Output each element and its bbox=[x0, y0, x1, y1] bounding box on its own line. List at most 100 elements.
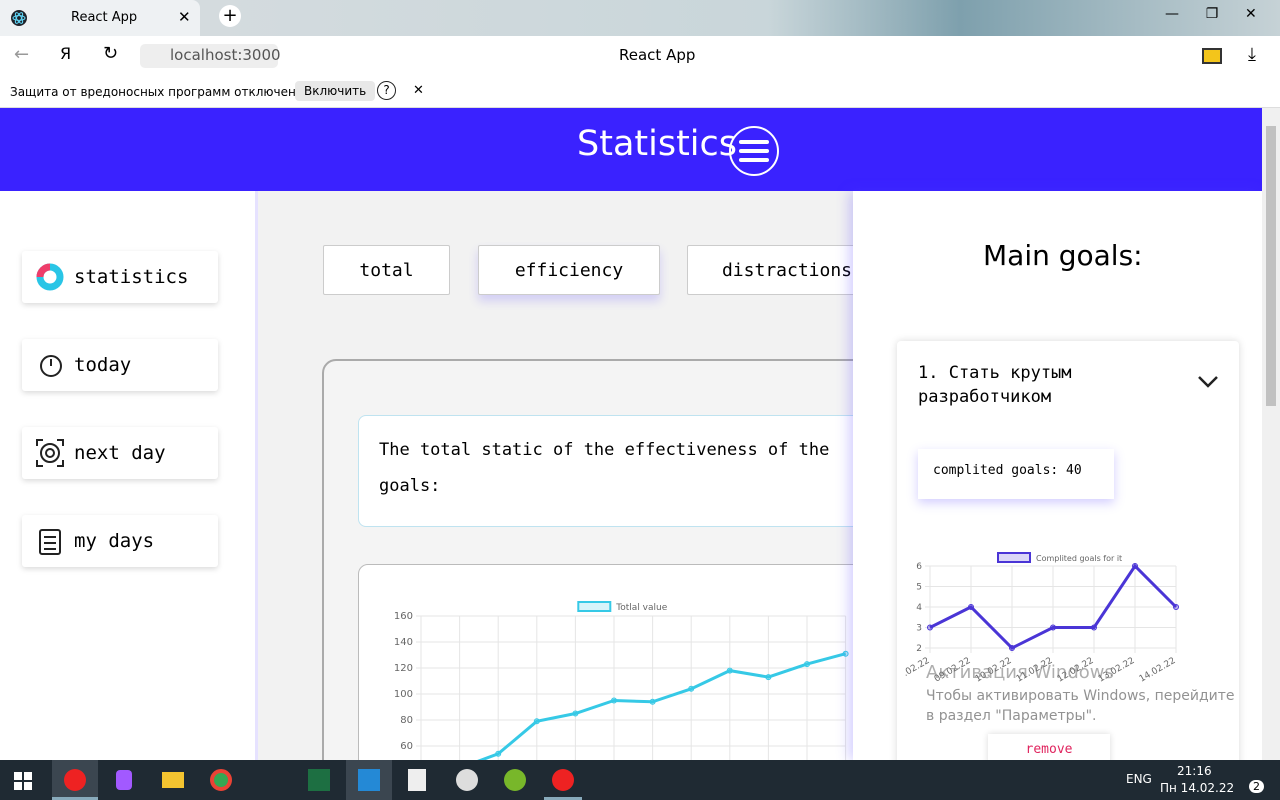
app-icon bbox=[552, 769, 574, 791]
data-point bbox=[1091, 624, 1097, 631]
data-point bbox=[765, 674, 772, 681]
taskbar-app[interactable] bbox=[544, 760, 582, 800]
chart-card: 020406080100120140160Totlal value bbox=[358, 564, 878, 784]
scrollbar[interactable] bbox=[1262, 108, 1280, 760]
tab-close[interactable]: ✕ bbox=[178, 8, 191, 26]
info-bar: Защита от вредоносных программ отключена… bbox=[0, 76, 1280, 108]
y-tick-label: 6 bbox=[916, 562, 922, 572]
y-tick-label: 80 bbox=[400, 715, 413, 726]
new-tab[interactable]: + bbox=[219, 5, 241, 27]
x-tick-label: 14.02.22 bbox=[1138, 656, 1178, 685]
sidebar: statistics today next day my days bbox=[0, 191, 258, 760]
data-point bbox=[1173, 604, 1179, 610]
close-infobar[interactable]: ✕ bbox=[413, 83, 424, 98]
notification-count[interactable]: 2 bbox=[1249, 780, 1264, 793]
data-point bbox=[649, 698, 656, 705]
taskbar-app[interactable] bbox=[456, 769, 478, 791]
data-point bbox=[688, 685, 695, 692]
nav-next-day[interactable]: next day bbox=[22, 427, 218, 479]
taskbar: ENG 21:16 Пн 14.02.22 2 bbox=[0, 760, 1280, 800]
data-point bbox=[1050, 624, 1056, 631]
goal-title: 1. Стать крутым разработчиком bbox=[918, 363, 1072, 407]
taskbar-app[interactable] bbox=[162, 772, 184, 788]
y-tick-label: 60 bbox=[400, 741, 413, 752]
back-button[interactable]: ← bbox=[14, 44, 30, 65]
legend-label: Complited goals for it bbox=[1036, 554, 1122, 563]
data-line bbox=[929, 563, 1178, 650]
y-tick-label: 120 bbox=[394, 663, 413, 674]
window-controls[interactable]: — ❐ ✕ bbox=[1165, 6, 1257, 22]
nav-label: my days bbox=[74, 530, 155, 552]
data-point bbox=[804, 661, 810, 668]
scroll-thumb[interactable] bbox=[1266, 126, 1276, 406]
start-button[interactable] bbox=[14, 772, 32, 790]
tab-title: React App bbox=[71, 10, 138, 25]
data-point bbox=[1009, 645, 1015, 651]
language[interactable]: ENG bbox=[1126, 772, 1152, 786]
app-header: Statistics bbox=[0, 108, 1262, 191]
nav-label: today bbox=[74, 354, 132, 376]
nav-label: next day bbox=[74, 442, 166, 464]
tab[interactable]: React App ✕ bbox=[0, 0, 200, 36]
y-tick-label: 140 bbox=[394, 637, 413, 648]
data-point bbox=[842, 650, 849, 657]
nav-my-days[interactable]: my days bbox=[22, 515, 218, 567]
download-button[interactable]: ⤓ bbox=[1248, 44, 1256, 65]
taskbar-app[interactable] bbox=[408, 769, 426, 791]
taskbar-app[interactable] bbox=[504, 769, 526, 791]
icon bbox=[36, 263, 64, 291]
nav-statistics[interactable]: statistics bbox=[22, 251, 218, 303]
tab-bar: React App ✕ + — ❐ ✕ bbox=[0, 0, 1280, 36]
legend-label: Totlal value bbox=[615, 603, 667, 613]
yandex-button[interactable]: Я bbox=[60, 44, 72, 63]
tab-total[interactable]: total bbox=[323, 245, 450, 295]
y-tick-label: 3 bbox=[916, 624, 922, 634]
data-point bbox=[1132, 563, 1138, 569]
clock-date[interactable]: Пн 14.02.22 bbox=[1160, 781, 1235, 795]
data-line bbox=[421, 652, 846, 783]
remove-button[interactable]: remove bbox=[988, 734, 1110, 760]
legend-swatch bbox=[577, 601, 612, 612]
help-button[interactable]: ? bbox=[377, 81, 396, 100]
data-point bbox=[495, 750, 502, 757]
page-title: React App bbox=[619, 46, 696, 64]
app-icon bbox=[358, 769, 380, 791]
react-icon bbox=[11, 10, 27, 26]
watermark-title: Активация Windows bbox=[926, 662, 1114, 683]
watermark-text: Чтобы активировать Windows, перейдите в … bbox=[926, 688, 1235, 724]
app-icon bbox=[64, 769, 86, 791]
extension-icon[interactable] bbox=[1202, 48, 1222, 64]
enable-button[interactable]: Включить bbox=[295, 81, 376, 101]
legend-swatch bbox=[997, 552, 1031, 563]
data-point bbox=[572, 710, 579, 717]
taskbar-app[interactable] bbox=[116, 770, 132, 790]
total-chart: 020406080100120140160Totlal value bbox=[394, 601, 849, 783]
data-point bbox=[533, 718, 540, 725]
goals-panel: Main goals: 1. Стать крутым разработчико… bbox=[853, 191, 1262, 760]
y-tick-label: 100 bbox=[394, 689, 413, 700]
address-bar[interactable]: localhost:3000 bbox=[140, 44, 281, 68]
reload-button[interactable]: ↻ bbox=[103, 43, 119, 64]
data-point bbox=[611, 697, 617, 704]
nav-today[interactable]: today bbox=[22, 339, 218, 391]
summary-box: The total static of the effectiveness of… bbox=[358, 415, 878, 527]
menu-button[interactable] bbox=[728, 125, 780, 177]
y-tick-label: 4 bbox=[916, 603, 922, 613]
panel-title: Main goals: bbox=[983, 239, 1143, 272]
nav-bar: ← Я ↻ localhost:3000 React App ⤓ bbox=[0, 36, 1280, 76]
header-title: Statistics bbox=[577, 124, 737, 164]
y-tick-label: 5 bbox=[916, 583, 922, 593]
data-point bbox=[927, 624, 933, 631]
taskbar-app[interactable] bbox=[308, 769, 330, 791]
clock-time[interactable]: 21:16 bbox=[1177, 764, 1212, 778]
tab-efficiency[interactable]: efficiency bbox=[478, 245, 660, 295]
info-message: Защита от вредоносных программ отключена bbox=[10, 85, 304, 99]
taskbar-app[interactable] bbox=[52, 760, 98, 800]
taskbar-app[interactable] bbox=[210, 769, 232, 791]
taskbar-app[interactable] bbox=[346, 760, 392, 800]
icon bbox=[39, 529, 61, 555]
expand-toggle[interactable] bbox=[1197, 375, 1219, 389]
